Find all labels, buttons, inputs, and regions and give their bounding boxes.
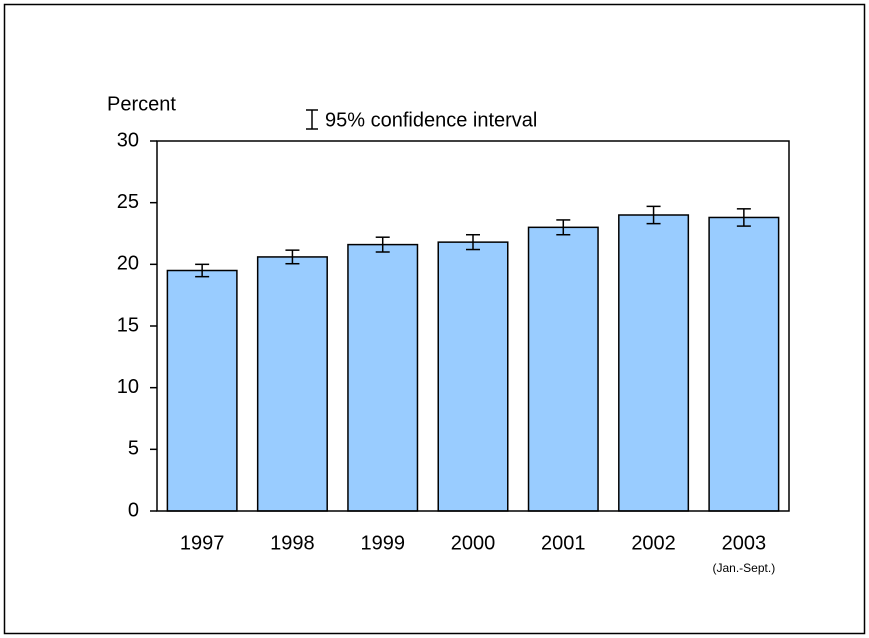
legend: 95% confidence interval — [306, 109, 537, 131]
error-bar — [375, 236, 390, 253]
bar — [166, 269, 238, 512]
plot-frame — [156, 140, 790, 512]
error-bar — [736, 208, 751, 227]
error-bar — [285, 249, 300, 265]
bar — [618, 214, 690, 512]
y-axis-label: Percent — [107, 93, 176, 115]
x-tick-label: 2000 — [451, 532, 496, 554]
bar — [347, 243, 419, 512]
x-tick-label: 2003 — [722, 532, 767, 554]
y-tick-label: 15 — [117, 314, 139, 336]
y-tick-label: 30 — [117, 129, 139, 151]
error-bar — [556, 219, 571, 236]
y-tick-label: 20 — [117, 253, 139, 275]
x-tick-label: 1998 — [270, 532, 315, 554]
y-tick-label: 10 — [117, 376, 139, 398]
x-tick-label: 2002 — [631, 532, 676, 554]
frame — [3, 3, 866, 635]
legend-label: 95% confidence interval — [325, 109, 537, 131]
y-tick-label: 0 — [128, 499, 139, 521]
bar — [527, 226, 599, 512]
bar — [256, 256, 328, 512]
error-bar — [195, 263, 210, 278]
bar — [437, 241, 509, 512]
error-bar — [466, 233, 480, 251]
x-tick-label: 1997 — [180, 532, 225, 554]
x-tick-note: (Jan.-Sept.) — [713, 561, 776, 575]
bar — [708, 216, 780, 512]
x-tick-label: 1999 — [360, 532, 405, 554]
y-tick-label: 25 — [117, 191, 139, 213]
x-tick-label: 2001 — [541, 532, 586, 554]
y-tick-label: 5 — [128, 438, 139, 460]
error-bar — [646, 205, 661, 225]
